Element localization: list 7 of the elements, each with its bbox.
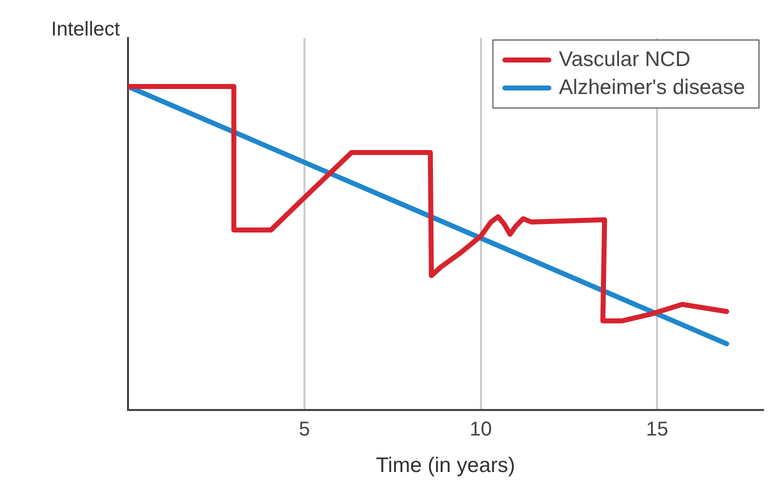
legend-label: Vascular NCD — [558, 48, 690, 71]
y-axis-title: Intellect — [51, 18, 120, 41]
x-axis-title: Time (in years) — [376, 454, 516, 478]
x-tick-label: 15 — [646, 418, 668, 440]
x-tick-label: 10 — [470, 418, 492, 440]
x-tick-label: 5 — [298, 418, 310, 440]
legend-label: Alzheimer's disease — [558, 76, 746, 99]
